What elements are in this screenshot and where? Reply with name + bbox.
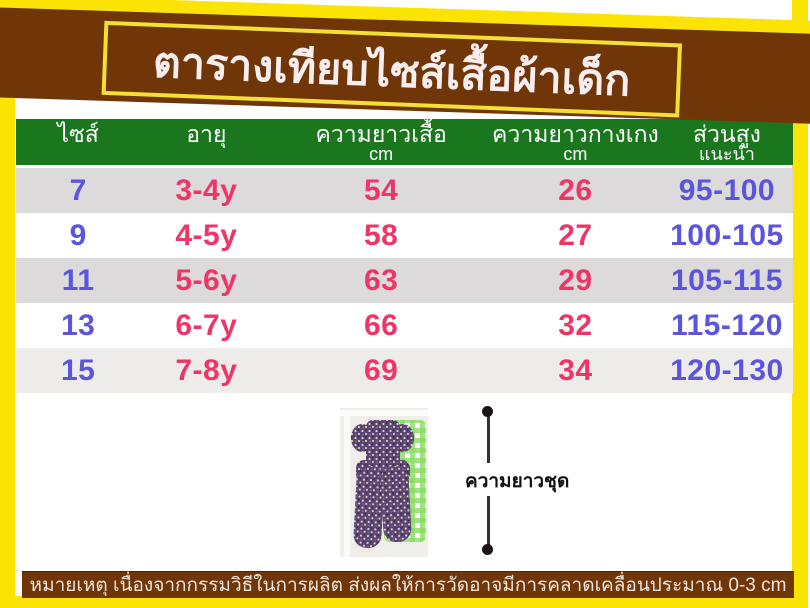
column-header-sublabel: cm: [369, 144, 394, 164]
frame-border-bottom: [0, 596, 808, 608]
dress-photo: [340, 408, 428, 557]
cell-age: 4-5y: [175, 218, 238, 252]
column-header-label: ความยาวกางเกง: [492, 121, 659, 147]
cell-shirt: 58: [363, 218, 399, 252]
cell-pants: 34: [558, 353, 593, 387]
cell-size: 15: [60, 353, 96, 387]
measure-line-lower: [487, 494, 490, 546]
table-row: 13 6-7y 66 32 115-120: [16, 303, 793, 348]
page-title: ตารางเทียบไซส์เสื้อผ้าเด็ก: [152, 38, 632, 106]
column-header-age: อายุ: [140, 119, 272, 165]
cell-height: 115-120: [670, 308, 783, 342]
cell-height: 105-115: [670, 263, 783, 297]
column-header-label: อายุ: [186, 121, 227, 147]
cell-pants: 26: [558, 173, 593, 207]
cell-pants: 32: [558, 308, 593, 342]
column-header-label: ความยาวเสื้อ: [315, 121, 447, 147]
footnote-bar: หมายเหตุ เนื่องจากกรรมวิธีในการผลิต ส่งผ…: [22, 571, 794, 598]
cell-age: 6-7y: [175, 308, 238, 342]
cell-pants: 29: [558, 263, 593, 297]
size-table: ไซส์ อายุ ความยาวเสื้อ cm ความยาวกางเกง …: [16, 119, 793, 393]
table-header-row: ไซส์ อายุ ความยาวเสื้อ cm ความยาวกางเกง …: [16, 119, 793, 165]
column-header-label: ไซส์: [57, 121, 99, 147]
frame-border-right: [792, 0, 808, 608]
column-header-label: ส่วนสูง: [692, 121, 761, 147]
cell-shirt: 66: [363, 308, 399, 342]
cell-age: 3-4y: [175, 173, 238, 207]
cell-size: 13: [60, 308, 96, 342]
cell-height: 120-130: [670, 353, 784, 387]
dress-length-label: ความยาวชุด: [463, 466, 572, 496]
footnote-text: หมายเหตุ เนื่องจากกรรมวิธีในการผลิต ส่งผ…: [29, 575, 787, 596]
cell-height: 95-100: [678, 173, 776, 207]
column-header-sublabel: แนะนำ: [698, 144, 755, 164]
title-banner: ตารางเทียบไซส์เสื้อผ้าเด็ก: [0, 0, 810, 125]
cell-size: 7: [69, 173, 87, 207]
table-row: 11 5-6y 63 29 105-115: [16, 258, 793, 303]
table-row: 9 4-5y 58 27 100-105: [16, 213, 793, 258]
table-row: 15 7-8y 69 34 120-130: [16, 348, 793, 393]
cell-shirt: 54: [363, 173, 399, 207]
column-header-height: ส่วนสูง แนะนำ: [661, 119, 793, 165]
table-body: 7 3-4y 54 26 95-100 9 4-5y 58 27 100-105…: [16, 168, 793, 393]
title-outline-box: ตารางเทียบไซส์เสื้อผ้าเด็ก: [101, 20, 683, 118]
table-row: 7 3-4y 54 26 95-100: [16, 168, 793, 213]
cell-age: 7-8y: [175, 353, 238, 387]
cell-height: 100-105: [670, 218, 784, 252]
column-header-size: ไซส์: [16, 119, 140, 165]
cell-shirt: 63: [363, 263, 399, 297]
column-header-sublabel: cm: [563, 144, 588, 164]
hanger-rail: [340, 410, 428, 416]
measure-line-upper: [487, 415, 490, 463]
cell-pants: 27: [558, 218, 593, 252]
column-header-pants-length: ความยาวกางเกง cm: [490, 119, 661, 165]
cell-size: 9: [69, 218, 87, 252]
frame-border-left: [0, 0, 15, 608]
cell-age: 5-6y: [175, 263, 238, 297]
rack-post: [344, 416, 350, 557]
measure-dot-top: [482, 406, 493, 417]
measure-dot-bottom: [482, 544, 493, 555]
floral-romper: [351, 420, 414, 549]
cell-shirt: 69: [363, 353, 399, 387]
cell-size: 11: [61, 263, 95, 297]
column-header-shirt-length: ความยาวเสื้อ cm: [272, 119, 490, 165]
